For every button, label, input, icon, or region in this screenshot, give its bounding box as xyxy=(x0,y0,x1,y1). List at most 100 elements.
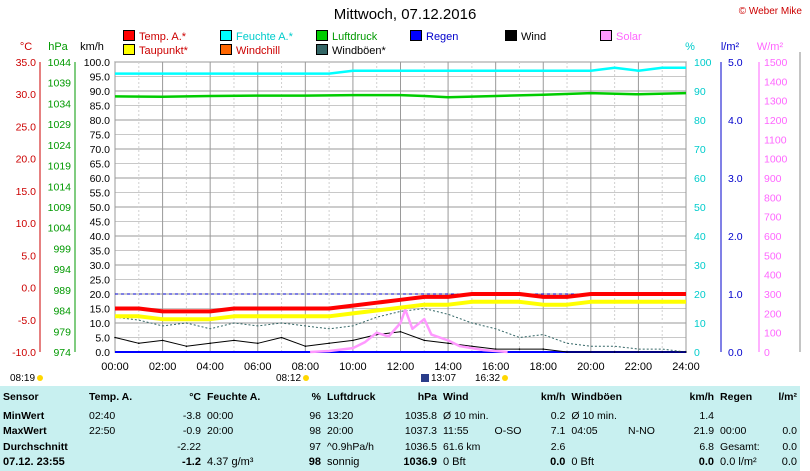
stats-cell: 0.0 xyxy=(782,425,797,438)
tick-label-temp_c: 25.0 xyxy=(16,121,37,133)
hdr-sensor: Sensor xyxy=(3,391,39,403)
stats-cell: -0.9 xyxy=(182,425,201,438)
hdr-temp: Temp. A. xyxy=(89,391,133,403)
x-tick-label: 14:00 xyxy=(434,361,462,373)
legend-swatch xyxy=(123,44,135,55)
x-tick-label: 00:00 xyxy=(101,361,129,373)
tick-label-humidity_pct: 0 xyxy=(694,347,700,359)
weather-chart: °C hPa km/h% l/m² W/m² 35.0 30.0 25.0 20.0 15.0 10… xyxy=(12,41,801,373)
stats-cell: 2.6 xyxy=(550,440,566,453)
data-point xyxy=(471,345,473,348)
data-point xyxy=(613,351,616,353)
stats-cell: 0.0 xyxy=(782,440,797,453)
legend-item: Windböen* xyxy=(316,44,386,57)
data-point xyxy=(566,351,568,353)
legend-item: Taupunkt* xyxy=(123,44,188,57)
legend-swatch xyxy=(316,44,328,55)
x-tick-label: 06:00 xyxy=(244,361,272,373)
x-tick-label: 16:00 xyxy=(482,361,510,373)
data-point xyxy=(114,336,116,339)
hdr-rain: Regen xyxy=(720,391,753,403)
tick-label-humidity_pct: 50 xyxy=(694,202,706,214)
stats-cell: 11:55 xyxy=(443,425,469,438)
tick-label-temp_c: 0.0 xyxy=(21,283,36,295)
legend-label: Luftdruck xyxy=(332,31,378,43)
stats-cell xyxy=(204,439,268,455)
tick-label-temp_c: 10.0 xyxy=(16,218,37,230)
hdr-wind: Wind xyxy=(443,391,469,403)
stats-cell: Gesamt: xyxy=(720,440,760,453)
data-point xyxy=(233,339,235,342)
tick-label-wind_kmh: 5.0 xyxy=(95,333,110,345)
stats-cell: 21.9 xyxy=(693,425,715,438)
data-point xyxy=(185,345,188,348)
copyright: © Weber Mike xyxy=(738,6,802,17)
stats-cell: 00:00 xyxy=(207,409,234,422)
hdr-gust-unit: km/h xyxy=(689,391,715,403)
legend-label: Windchill xyxy=(236,45,281,57)
tick-label-wind_kmh: 15.0 xyxy=(90,304,111,316)
stats-row-label: MinWert xyxy=(3,409,45,422)
legend-label: Feuchte A.* xyxy=(236,31,293,43)
stats-cell xyxy=(625,455,663,471)
stats-cell: -3.8 xyxy=(182,409,201,422)
tick-label-temp_c: 15.0 xyxy=(16,186,37,198)
stats-cell: 00:00 xyxy=(720,425,747,438)
tick-label-pressure_hpa: 979 xyxy=(53,326,71,338)
chart-title: Mittwoch, 07.12.2016 xyxy=(333,6,477,23)
stats-row-label: 07.12. 23:55 xyxy=(3,456,65,469)
sun-icon xyxy=(303,375,310,381)
hdr-rain-unit: l/m² xyxy=(778,391,797,403)
tick-label-solar_wm2: 1400 xyxy=(764,76,788,88)
data-point xyxy=(590,351,592,353)
stats-cell xyxy=(568,439,625,455)
tick-label-humidity_pct: 90 xyxy=(694,86,706,98)
x-tick-label: 24:00 xyxy=(672,361,700,373)
sunrise: 08:12 xyxy=(276,373,310,384)
tick-label-wind_kmh: 0.0 xyxy=(95,347,110,359)
tick-label-rain_lm2: 2.0 xyxy=(728,231,743,243)
legend-item: Windchill xyxy=(220,44,280,57)
x-tick-label: 08:00 xyxy=(292,361,320,373)
stats-row-label: MaxWert xyxy=(3,425,47,438)
tick-label-solar_wm2: 1100 xyxy=(764,134,787,146)
tick-label-humidity_pct: 20 xyxy=(694,289,706,301)
stats-row: Durchschnitt -2.22 97 ^0.9hPa/h 1036.5 61.6 k… xyxy=(0,439,800,455)
data-point xyxy=(494,348,497,350)
hdr-press-unit: hPa xyxy=(417,391,437,403)
stats-cell xyxy=(492,439,525,455)
legend-swatch xyxy=(123,30,135,41)
x-tick-label: 20:00 xyxy=(577,361,605,373)
stats-row-label: Durchschnitt xyxy=(3,440,68,453)
tick-label-humidity_pct: 100 xyxy=(694,57,712,69)
x-tick-label: 10:00 xyxy=(339,361,367,373)
moon: 13:07 xyxy=(421,373,456,384)
tick-label-rain_lm2: 5.0 xyxy=(728,57,743,69)
tick-label-solar_wm2: 0 xyxy=(764,347,770,359)
tick-label-wind_kmh: 40.0 xyxy=(90,231,111,243)
stats-cell xyxy=(717,408,765,424)
tick-label-wind_kmh: 85.0 xyxy=(90,101,111,113)
stats-cell xyxy=(625,408,663,424)
tick-label-temp_c: 35.0 xyxy=(16,57,37,69)
stats-cell xyxy=(86,439,148,455)
hdr-gust: Windböen xyxy=(571,391,623,403)
legend-swatch xyxy=(410,30,422,41)
tick-label-temp_c: 20.0 xyxy=(16,154,37,166)
data-point xyxy=(447,342,449,345)
legend-swatch xyxy=(220,30,232,41)
stats-cell: ^0.9hPa/h xyxy=(327,440,374,453)
sunset-time: 16:32 xyxy=(475,373,501,384)
tick-label-wind_kmh: 50.0 xyxy=(90,202,111,214)
hdr-temp-unit: °C xyxy=(189,391,201,403)
legend-item: Temp. A.* xyxy=(123,30,186,43)
stats-cell xyxy=(492,408,525,424)
axis-unit-hum: % xyxy=(685,41,695,53)
data-point xyxy=(256,342,259,345)
tick-label-solar_wm2: 600 xyxy=(764,231,782,243)
tick-label-pressure_hpa: 1009 xyxy=(48,202,72,214)
x-tick-label: 22:00 xyxy=(625,361,653,373)
stats-cell: 6.8 xyxy=(699,440,715,453)
data-point xyxy=(661,351,664,353)
x-tick-label: 02:00 xyxy=(149,361,177,373)
